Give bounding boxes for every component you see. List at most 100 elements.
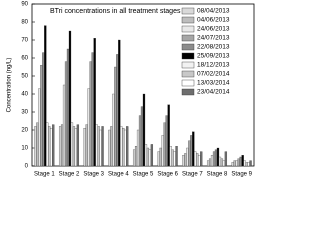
- x-tick-label: Stage 3: [83, 172, 104, 178]
- legend-label: 08/04/2013: [197, 8, 230, 15]
- bar: [64, 61, 68, 167]
- bar: [46, 122, 49, 167]
- bar: [132, 149, 136, 167]
- bar: [224, 151, 228, 167]
- bar: [83, 128, 86, 167]
- legend-swatch: [181, 61, 195, 69]
- bar: [186, 147, 189, 167]
- bar: [161, 135, 164, 167]
- bar: [76, 124, 80, 167]
- bar: [208, 158, 212, 167]
- x-tick-label: Stage 5: [133, 172, 154, 178]
- bar: [93, 38, 96, 167]
- bar: [134, 146, 138, 167]
- bar: [150, 144, 154, 167]
- y-tick-label: 40: [21, 92, 28, 98]
- bar: [70, 122, 74, 167]
- y-tick-label: 70: [21, 38, 28, 44]
- bar: [36, 122, 39, 167]
- bar: [124, 129, 127, 167]
- legend-swatch: [181, 88, 195, 96]
- bar: [74, 128, 78, 167]
- bar: [42, 52, 45, 167]
- bar: [231, 162, 234, 167]
- legend-swatch: [181, 43, 195, 51]
- bar: [247, 162, 250, 167]
- bar: [188, 140, 191, 167]
- x-tick-label: Stage 1: [34, 172, 55, 178]
- bar: [235, 160, 238, 167]
- bar: [66, 48, 70, 167]
- bar: [87, 88, 90, 167]
- y-axis-label: Concentration (ng/L): [7, 58, 13, 113]
- bar: [138, 115, 142, 167]
- bar: [116, 54, 119, 167]
- bar: [110, 126, 113, 167]
- bar: [148, 149, 152, 167]
- bar: [233, 160, 236, 167]
- bar: [48, 126, 51, 167]
- bar: [122, 128, 125, 167]
- bar: [175, 146, 178, 167]
- bar: [95, 124, 98, 167]
- legend-swatch: [181, 34, 195, 42]
- bar: [144, 144, 148, 167]
- chart-title: BTri concentrations in all treatment sta…: [50, 8, 181, 15]
- bar: [222, 160, 226, 167]
- bar: [167, 104, 170, 167]
- bar: [97, 126, 100, 167]
- legend-swatch: [181, 52, 195, 60]
- x-tick-label: Stage 4: [108, 172, 129, 178]
- bar: [114, 66, 117, 167]
- bar: [171, 149, 174, 167]
- bar: [99, 129, 102, 167]
- y-tick-label: 90: [21, 2, 28, 8]
- legend-swatch: [181, 70, 195, 78]
- bar: [159, 147, 162, 167]
- bar: [196, 153, 199, 167]
- x-tick-label: Stage 7: [182, 172, 203, 178]
- bar: [216, 147, 220, 167]
- bar: [52, 124, 55, 167]
- bar: [249, 160, 252, 167]
- bar: [245, 162, 248, 167]
- bar: [190, 135, 193, 167]
- x-tick-label: Stage 9: [231, 172, 252, 178]
- bar: [126, 126, 129, 167]
- x-tick-label: Stage 2: [59, 172, 80, 178]
- bar: [40, 65, 43, 167]
- bar: [85, 124, 88, 167]
- bar: [112, 93, 115, 167]
- bar: [118, 39, 121, 167]
- legend-label: 18/12/2013: [197, 62, 230, 69]
- bar: [62, 84, 66, 167]
- bar: [206, 160, 210, 167]
- y-tick-label: 30: [21, 110, 28, 116]
- legend-label: 24/07/2013: [197, 35, 230, 42]
- bar: [38, 88, 41, 167]
- bar: [140, 106, 144, 167]
- y-tick-label: 60: [21, 56, 28, 62]
- legend-label: 24/06/2013: [197, 26, 230, 33]
- bar: [142, 93, 146, 167]
- bar: [146, 147, 150, 167]
- bar: [60, 124, 64, 167]
- legend-swatch: [181, 16, 195, 24]
- bar: [192, 131, 195, 167]
- legend-label: 04/06/2013: [197, 17, 230, 24]
- bar: [91, 52, 94, 167]
- y-tick-label: 20: [21, 128, 28, 134]
- bar: [108, 129, 111, 167]
- bar: [220, 158, 224, 167]
- bar: [194, 151, 197, 167]
- bar: [58, 126, 62, 167]
- bar: [101, 126, 104, 167]
- bar: [44, 25, 47, 167]
- x-tick-label: Stage 8: [207, 172, 228, 178]
- bar: [210, 155, 214, 167]
- legend-swatch: [181, 79, 195, 87]
- bar: [120, 126, 123, 167]
- legend-label: 25/09/2013: [197, 53, 230, 60]
- bar: [243, 160, 246, 167]
- bar: [157, 151, 160, 167]
